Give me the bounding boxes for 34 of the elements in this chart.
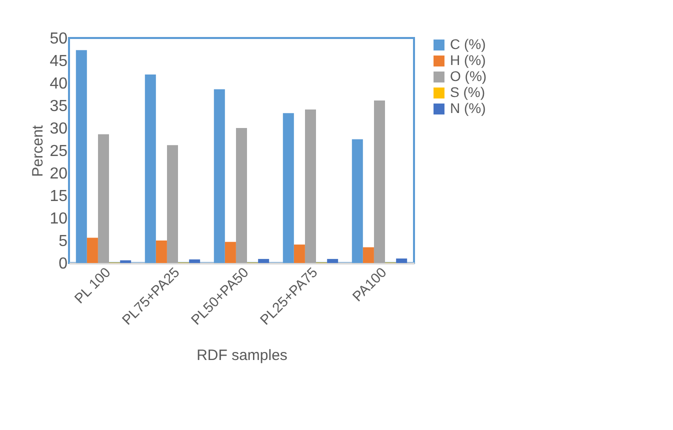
bar bbox=[362, 247, 374, 263]
bar bbox=[327, 258, 338, 263]
y-tick-label: 45 bbox=[50, 53, 68, 70]
bar bbox=[189, 259, 200, 263]
y-tick-label: 40 bbox=[50, 76, 68, 92]
y-tick-label: 35 bbox=[50, 98, 68, 115]
legend-label: C (%) bbox=[450, 36, 486, 52]
y-tick-label: 5 bbox=[58, 233, 68, 250]
bar bbox=[120, 260, 132, 263]
x-axis-title: RDF samples bbox=[196, 346, 288, 364]
bar bbox=[224, 242, 236, 263]
bar bbox=[374, 100, 385, 263]
bar bbox=[305, 110, 316, 263]
x-tick-label: PL 100 bbox=[71, 264, 114, 306]
bar bbox=[294, 244, 305, 263]
bar bbox=[258, 258, 270, 263]
y-tick-label: 15 bbox=[50, 188, 68, 205]
bar bbox=[86, 238, 98, 263]
bar bbox=[236, 128, 247, 263]
y-axis-title: Percent bbox=[30, 124, 47, 177]
bar bbox=[167, 145, 178, 263]
y-tick-label: 50 bbox=[50, 30, 68, 48]
y-tick-label: 30 bbox=[50, 120, 68, 138]
legend-label: N (%) bbox=[450, 100, 486, 116]
y-tick-label: 25 bbox=[50, 143, 68, 160]
bar bbox=[156, 240, 167, 263]
legend-label: O (%) bbox=[450, 68, 487, 84]
y-tick-label: 20 bbox=[50, 166, 68, 182]
y-tick-label: 10 bbox=[50, 210, 68, 228]
legend-label: S (%) bbox=[450, 84, 485, 100]
y-tick-label: 0 bbox=[58, 256, 68, 272]
legend-label: H (%) bbox=[450, 52, 486, 68]
bar bbox=[396, 258, 408, 263]
bar bbox=[98, 134, 109, 263]
